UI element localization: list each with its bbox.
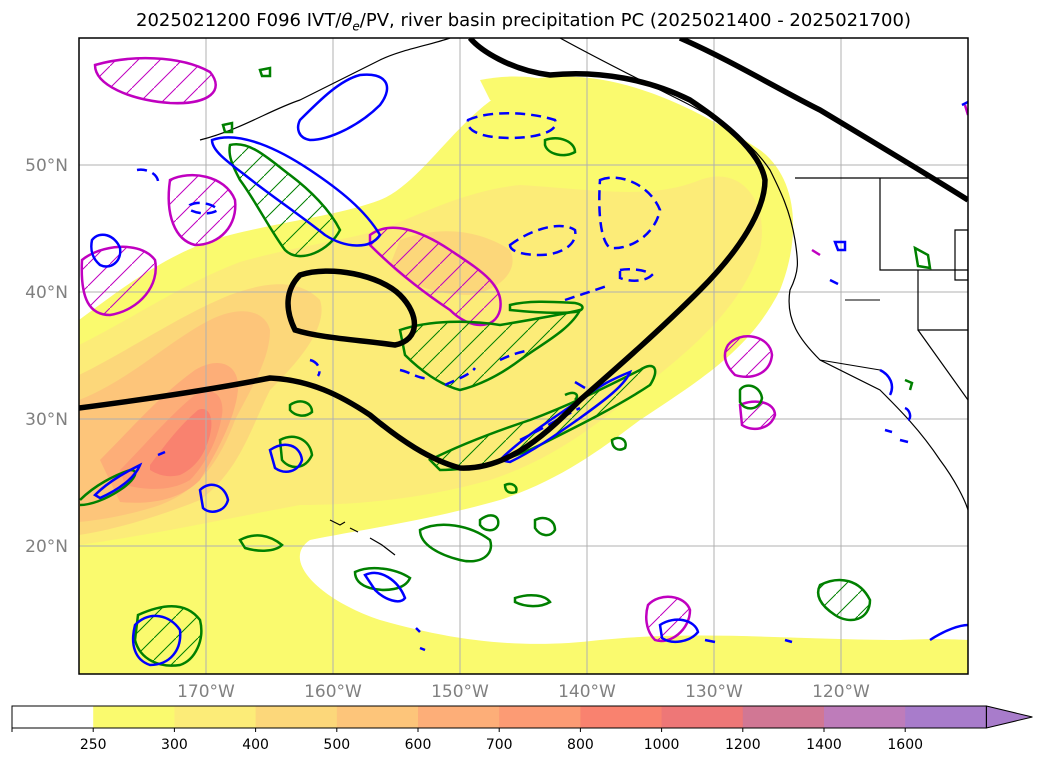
colorbar-segment [742, 706, 825, 728]
map-border [78, 37, 969, 675]
gridlines [79, 38, 968, 674]
colorbar-segment [93, 706, 175, 728]
colorbar-segment [661, 706, 744, 728]
colorbar-tick-label: 1400 [806, 737, 842, 753]
colorbar-segment [824, 706, 906, 728]
colorbar-segment [255, 706, 338, 728]
colorbar-segment [12, 706, 94, 728]
figure-title: 2025021200 F096 IVT/θe/PV, river basin p… [136, 10, 911, 34]
pv-contours [79, 38, 968, 471]
colorbar-segment [499, 706, 581, 728]
colorbar-segment [418, 706, 500, 728]
colorbar-segment [174, 706, 257, 728]
lon-label-160w: 160°W [304, 682, 362, 702]
lon-label-130w: 130°W [685, 682, 743, 702]
lon-labels: 170°W 160°W 150°W 140°W 130°W 120°W [177, 682, 870, 702]
map-area [79, 38, 968, 674]
colorbar-tick-label: 600 [405, 737, 432, 753]
colorbar-segment [905, 706, 987, 728]
blue-contours [90, 73, 968, 667]
lon-label-170w: 170°W [177, 682, 235, 702]
green-contours [79, 66, 932, 667]
colorbar-tick-label: 250 [80, 737, 107, 753]
ivt-band-800 [150, 409, 212, 477]
colorbar-tick-label: 700 [486, 737, 513, 753]
colorbar: 250 300 400 500 600 700 800 1000 1200 1400 1600 [11, 705, 1033, 753]
colorbar-segment [336, 706, 419, 728]
lat-label-30n: 30°N [25, 410, 68, 430]
lat-label-50n: 50°N [25, 156, 68, 176]
lon-label-120w: 120°W [812, 682, 870, 702]
colorbar-tick-label: 500 [323, 737, 350, 753]
coastlines [199, 38, 968, 556]
colorbar-tick-label: 800 [567, 737, 594, 753]
lon-label-140w: 140°W [558, 682, 616, 702]
colorbar-extend-arrow [985, 705, 1033, 729]
lat-label-20n: 20°N [25, 537, 68, 557]
colorbar-tick-label: 400 [242, 737, 269, 753]
lon-label-150w: 150°W [431, 682, 489, 702]
colorbar-tick-label: 300 [161, 737, 188, 753]
colorbar-segment [580, 706, 663, 728]
ivt-band-250-small [480, 76, 580, 108]
lat-labels: 20°N 30°N 40°N 50°N [25, 156, 68, 557]
colorbar-tick-label: 1000 [644, 737, 680, 753]
colorbar-tick-label: 1200 [725, 737, 761, 753]
colorbar-tick-label: 1600 [887, 737, 923, 753]
lat-label-40n: 40°N [25, 283, 68, 303]
state-borders [819, 299, 881, 371]
